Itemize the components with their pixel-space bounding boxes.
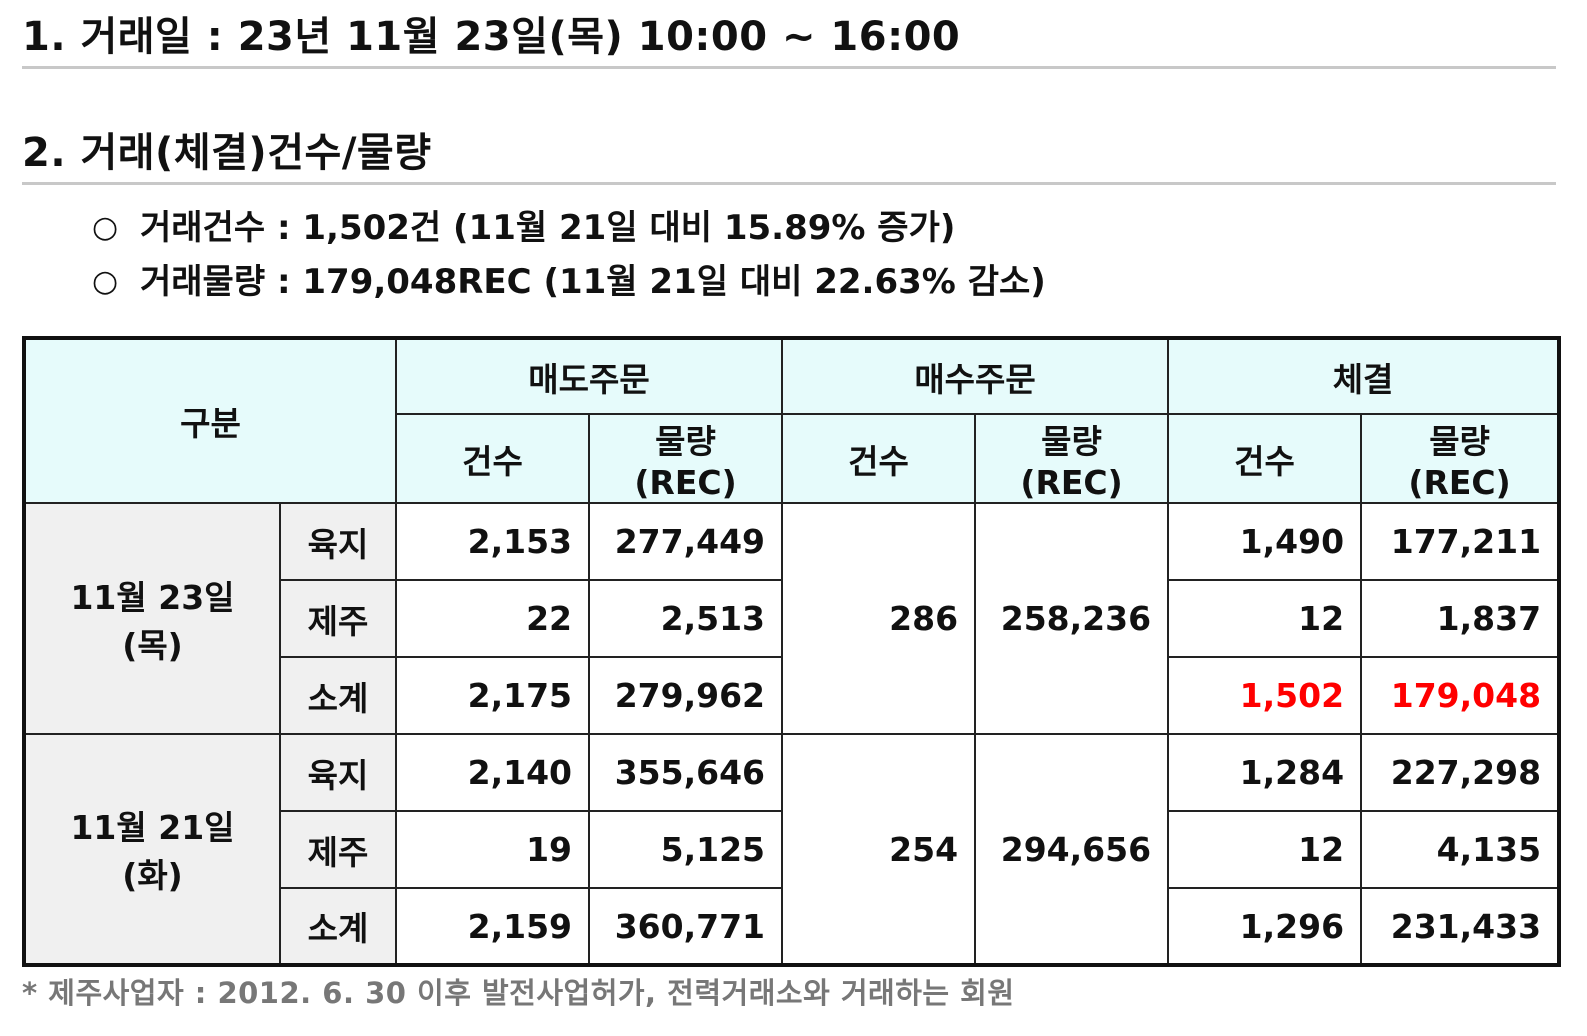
- sell-volume-cell: 2,513: [588, 579, 784, 658]
- sell-count-cell: 2,175: [395, 656, 591, 735]
- deal-volume-highlight-cell: 179,048: [1360, 656, 1561, 735]
- buy-count-cell: 286: [781, 502, 977, 735]
- buy-volume-cell: 258,236: [974, 502, 1170, 735]
- row-type-cell: 소계: [278, 887, 398, 966]
- sell-count-cell: 2,159: [395, 887, 591, 966]
- sell-volume-cell: 355,646: [588, 733, 784, 812]
- bullet-text: 거래물량 : 179,048REC (11월 21일 대비 22.63% 감소): [140, 262, 1046, 302]
- sell-count-cell: 22: [395, 579, 591, 658]
- header-buy-order: 매수주문: [781, 337, 1170, 415]
- row-type-cell: 소계: [278, 656, 398, 735]
- row-type-cell: 제주: [278, 579, 398, 658]
- header-deal: 체결: [1167, 337, 1561, 415]
- sell-count-cell: 2,153: [395, 502, 591, 581]
- header-buy-count: 건수: [781, 413, 977, 504]
- bullet-trade-volume: ○ 거래물량 : 179,048REC (11월 21일 대비 22.63% 감…: [92, 260, 1046, 304]
- table-row: 제주 22 2,513 12 1,837: [24, 579, 1561, 658]
- group-date-cell: 11월 21일(화): [23, 733, 281, 966]
- sell-volume-cell: 279,962: [588, 656, 784, 735]
- buy-volume-cell: 294,656: [974, 733, 1170, 966]
- header-sell-volume: 물량 (REC): [588, 413, 784, 504]
- deal-count-cell: 1,490: [1167, 502, 1363, 581]
- bullet-trade-count: ○ 거래건수 : 1,502건 (11월 21일 대비 15.89% 증가): [92, 206, 955, 250]
- row-type-cell: 육지: [278, 502, 398, 581]
- bullet-text: 거래건수 : 1,502건 (11월 21일 대비 15.89% 증가): [140, 208, 956, 248]
- sell-volume-cell: 5,125: [588, 810, 784, 889]
- deal-volume-cell: 4,135: [1360, 810, 1561, 889]
- section-heading-trade-date: 1. 거래일 : 23년 11월 23일(목) 10:00 ~ 16:00: [22, 12, 1556, 69]
- deal-count-highlight-cell: 1,502: [1167, 656, 1363, 735]
- table-row: 11월 21일(화) 육지 2,140 355,646 254 294,656 …: [23, 733, 1561, 966]
- sell-count-cell: 2,140: [395, 733, 591, 812]
- deal-volume-cell: 231,433: [1360, 887, 1561, 966]
- header-sell-count: 건수: [395, 413, 591, 504]
- deal-volume-cell: 1,837: [1360, 579, 1561, 658]
- deal-count-cell: 1,284: [1167, 733, 1363, 812]
- sell-count-cell: 19: [395, 810, 591, 889]
- circle-bullet-icon: ○: [92, 210, 119, 245]
- table-row: 소계 2,159 360,771 1,296 231,433: [24, 887, 1561, 966]
- header-sell-order: 매도주문: [395, 337, 784, 415]
- deal-count-cell: 1,296: [1167, 887, 1363, 966]
- buy-count-cell: 254: [781, 733, 977, 966]
- circle-bullet-icon: ○: [92, 264, 119, 299]
- header-deal-count: 건수: [1167, 413, 1363, 504]
- deal-volume-cell: 227,298: [1360, 733, 1561, 812]
- group-date-cell: 11월 23일(목): [23, 502, 281, 735]
- header-deal-volume: 물량 (REC): [1360, 413, 1561, 504]
- header-category: 구분: [22, 337, 398, 504]
- footnote: * 제주사업자 : 2012. 6. 30 이후 발전사업허가, 전력거래소와 …: [22, 976, 1015, 1010]
- trade-stats-table: 구분 매도주문 매수주문 체결 건수 물량 (REC) 건수 물량 (REC) …: [22, 336, 1562, 967]
- header-buy-volume: 물량 (REC): [974, 413, 1170, 504]
- sell-volume-cell: 277,449: [588, 502, 784, 581]
- sell-volume-cell: 360,771: [588, 887, 784, 966]
- deal-count-cell: 12: [1167, 810, 1363, 889]
- row-type-cell: 제주: [278, 810, 398, 889]
- row-type-cell: 육지: [278, 733, 398, 812]
- table-row: 11월 23일(목) 육지 2,153 277,449 286 258,236 …: [23, 502, 1561, 735]
- deal-count-cell: 12: [1167, 579, 1363, 658]
- table-row: 제주 19 5,125 12 4,135: [24, 810, 1561, 889]
- table-row: 소계 2,175 279,962 1,502 179,048: [24, 656, 1561, 735]
- deal-volume-cell: 177,211: [1360, 502, 1561, 581]
- section-heading-trade-volume: 2. 거래(체결)건수/물량: [22, 128, 1556, 185]
